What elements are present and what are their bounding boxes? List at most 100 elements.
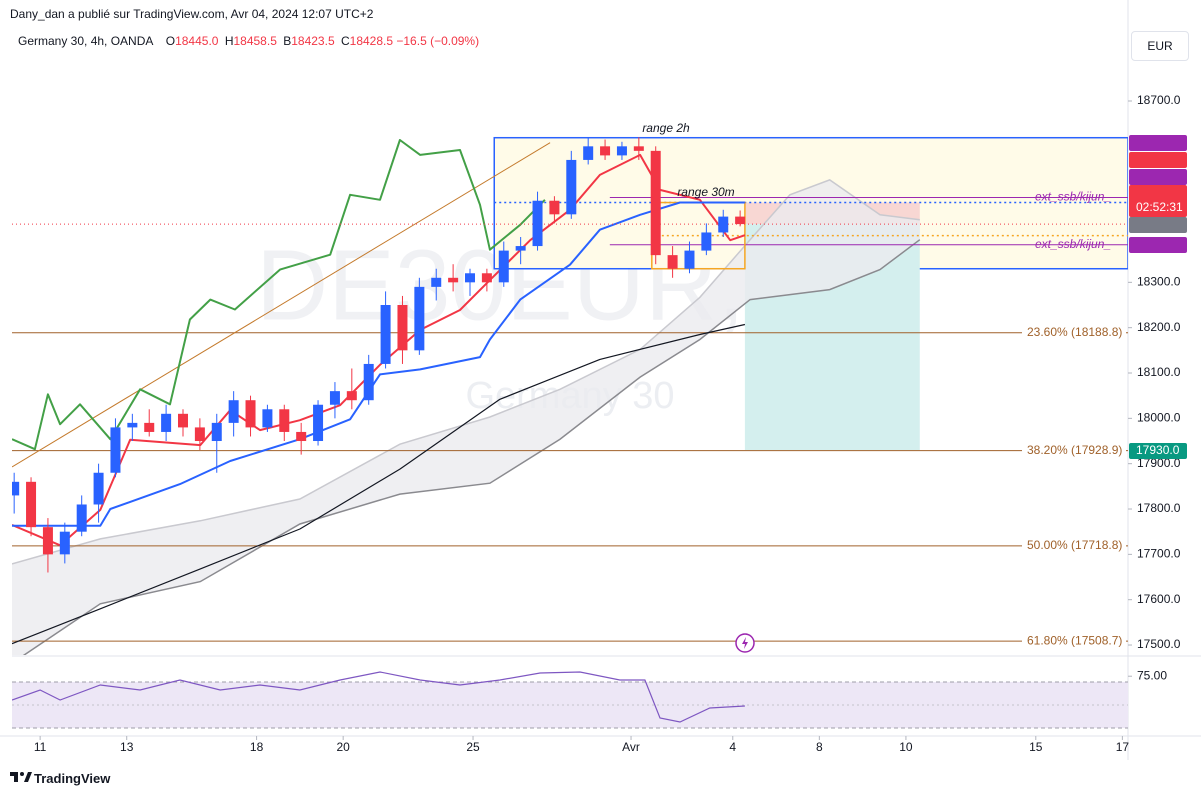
x-tick-label: Avr	[622, 740, 640, 754]
range-2h-label: range 2h	[642, 121, 690, 135]
currency-button[interactable]: EUR	[1131, 31, 1189, 61]
candle-body	[93, 472, 104, 505]
ohlc-legend: Germany 30, 4h, OANDA O18445.0 H18458.5 …	[18, 34, 479, 48]
trendline	[12, 142, 551, 468]
ext-level-label: ext_ssb/kijun_	[1035, 190, 1111, 204]
candle-body	[76, 504, 87, 532]
price-label: 17930.0	[1136, 443, 1180, 457]
candle-body	[448, 277, 459, 283]
price-countdown: 02:52:31	[1136, 200, 1183, 214]
lagging-line	[12, 139, 546, 451]
candle-body	[12, 481, 20, 496]
candle-body	[515, 246, 526, 251]
candle-body	[633, 146, 644, 151]
price-label-bg	[1129, 152, 1187, 168]
x-tick-label: 25	[466, 740, 480, 754]
candle-body	[262, 409, 273, 428]
candle-body	[566, 159, 577, 215]
labels: 17500.0 17600.0 17700.0 17800.0 17900.0 18000…	[34, 93, 1187, 754]
candle-body	[600, 146, 611, 156]
candle-body	[161, 413, 172, 432]
candle-body	[684, 250, 695, 269]
fib-label-bg	[1022, 538, 1126, 553]
y-tick-label: 18200.0	[1137, 320, 1181, 334]
candle-body	[431, 277, 442, 287]
candle-body	[498, 250, 509, 283]
x-tick-label: 17	[1116, 740, 1130, 754]
rsi-pane	[12, 671, 1128, 729]
y-tick-label: 18700.0	[1137, 93, 1181, 107]
y-tick-label: 18000.0	[1137, 411, 1181, 425]
candle-body	[549, 200, 560, 215]
candle-body	[701, 232, 712, 251]
candle-body	[481, 273, 492, 283]
candle-body	[718, 216, 729, 233]
x-tick-label: 8	[816, 740, 823, 754]
close-value: 18428.5	[349, 34, 394, 48]
price-label-bg	[1129, 135, 1187, 151]
candle-body	[177, 413, 188, 428]
fib-label-bg	[1022, 325, 1126, 340]
range-30m-label: range 30m	[677, 185, 734, 199]
y-tick-label: 17700.0	[1137, 547, 1181, 561]
rsi-tick-label: 75.00	[1137, 668, 1167, 682]
x-tick-label: 13	[120, 740, 134, 754]
candle-body	[414, 286, 425, 351]
price-label-bg	[1129, 443, 1187, 459]
fib-label-bg	[1022, 634, 1126, 649]
candle-body	[616, 146, 627, 156]
change-value: −16.5 (−0.09%)	[396, 34, 480, 48]
candle-body	[59, 531, 70, 555]
candle-body	[211, 422, 222, 442]
low-label: B	[283, 34, 292, 48]
fib-label: 50.00% (17718.8)	[1027, 538, 1122, 552]
y-tick-label: 18100.0	[1137, 365, 1181, 379]
tradingview-logo	[10, 772, 32, 782]
low-value: 18423.5	[291, 34, 335, 48]
brand: TradingView	[34, 771, 111, 786]
candle-body	[144, 422, 155, 432]
price-label-bg	[1129, 169, 1187, 185]
x-tick-label: 20	[336, 740, 350, 754]
open-value: 18445.0	[175, 34, 219, 48]
candle-body	[194, 427, 205, 442]
candle-body	[313, 404, 324, 442]
high-value: 18458.5	[233, 34, 277, 48]
y-tick-label: 17900.0	[1137, 456, 1181, 470]
x-tick-label: 10	[899, 740, 913, 754]
y-tick-label: 18300.0	[1137, 275, 1181, 289]
price-label-bg	[1129, 217, 1187, 233]
publisher-line: Dany_dan a publié sur TradingView.com, A…	[10, 7, 374, 21]
cloud-upper	[12, 179, 920, 565]
cloud-fill	[12, 179, 920, 655]
cloud-lower	[22, 239, 921, 655]
kijun-line	[12, 201, 745, 527]
y-tick-label: 17800.0	[1137, 501, 1181, 515]
x-tick-label: 15	[1029, 740, 1043, 754]
candle-body	[245, 400, 256, 428]
rsi-line	[12, 671, 745, 723]
candle-body	[26, 481, 37, 528]
candle-body	[380, 305, 391, 364]
candle-body	[465, 273, 476, 283]
candle-body	[583, 146, 594, 160]
high-label: H	[224, 34, 234, 48]
price-label-bg	[1129, 237, 1187, 253]
event-icon[interactable]	[735, 633, 755, 653]
x-tick-label: 11	[34, 740, 47, 754]
candle-body	[127, 422, 138, 428]
candle-body	[346, 391, 357, 401]
candle-body	[42, 527, 53, 555]
main-pane	[12, 136, 1128, 655]
open-label: O	[165, 34, 176, 48]
fib-label: 38.20% (17928.9)	[1027, 443, 1122, 457]
fib-label: 23.60% (18188.8)	[1027, 325, 1122, 339]
price-label-bg	[1129, 185, 1187, 217]
ma-line	[12, 323, 746, 645]
y-tick-label: 17500.0	[1137, 637, 1181, 651]
candle-body	[363, 363, 374, 401]
candle-body	[397, 305, 408, 351]
close-label: C	[340, 34, 350, 48]
